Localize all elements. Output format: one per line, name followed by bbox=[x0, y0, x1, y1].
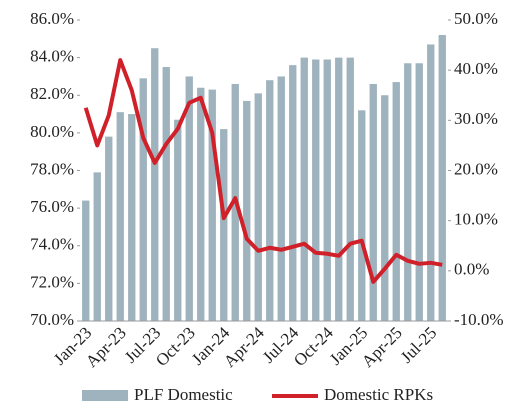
x-tick-label: Oct-24 bbox=[290, 323, 337, 370]
bar bbox=[300, 57, 308, 321]
bar bbox=[381, 95, 389, 321]
bar bbox=[404, 63, 412, 322]
y-tick-label: 76.0% bbox=[30, 197, 74, 216]
bar bbox=[266, 80, 274, 321]
bar bbox=[312, 59, 320, 321]
y2-tick-label: 50.0% bbox=[454, 9, 498, 28]
y-tick-label: 78.0% bbox=[30, 159, 74, 178]
y2-tick-label: 20.0% bbox=[454, 159, 498, 178]
bar bbox=[197, 87, 205, 321]
y-tick-label: 72.0% bbox=[30, 272, 74, 291]
y2-tick-label: 40.0% bbox=[454, 59, 498, 78]
bar bbox=[346, 57, 354, 321]
bar bbox=[323, 59, 331, 321]
bar bbox=[128, 114, 136, 321]
bar bbox=[185, 76, 193, 321]
legend-swatch bbox=[82, 390, 128, 401]
bar bbox=[438, 35, 446, 322]
bar bbox=[392, 82, 400, 321]
x-tick-label: Jul-25 bbox=[397, 323, 440, 366]
bar bbox=[427, 44, 435, 322]
line bbox=[83, 58, 443, 284]
y-tick-label: 84.0% bbox=[30, 47, 74, 66]
bar bbox=[208, 89, 216, 321]
x-tick-label: Apr-24 bbox=[220, 323, 268, 371]
y-tick-label: 86.0% bbox=[30, 9, 74, 28]
bar bbox=[174, 119, 182, 321]
y2-tick-label: 0.0% bbox=[454, 260, 489, 279]
y-tick-label: 80.0% bbox=[30, 122, 74, 141]
legend-label: PLF Domestic bbox=[134, 385, 233, 404]
bar bbox=[243, 100, 251, 321]
bar bbox=[93, 172, 101, 321]
y2-tick-label: 30.0% bbox=[454, 109, 498, 128]
bar bbox=[82, 200, 90, 321]
bar bbox=[116, 112, 124, 322]
bar bbox=[277, 76, 285, 321]
bar bbox=[335, 57, 343, 321]
bar bbox=[415, 63, 423, 322]
bar bbox=[162, 67, 170, 321]
y2-tick-label: -10.0% bbox=[454, 310, 504, 329]
x-tick-label: Apr-25 bbox=[358, 323, 406, 371]
y-tick-label: 70.0% bbox=[30, 310, 74, 329]
x-tick-label: Oct-23 bbox=[152, 323, 199, 370]
bar bbox=[358, 110, 366, 321]
y-tick-label: 74.0% bbox=[30, 235, 74, 254]
y-tick-label: 82.0% bbox=[30, 84, 74, 103]
bar bbox=[151, 48, 159, 321]
y2-tick-label: 10.0% bbox=[454, 210, 498, 229]
legend-label: Domestic RPKs bbox=[324, 385, 433, 404]
bar bbox=[105, 136, 113, 321]
bar bbox=[369, 83, 377, 322]
bar bbox=[254, 93, 262, 322]
x-tick-label: Apr-23 bbox=[82, 323, 130, 371]
bar bbox=[220, 129, 228, 321]
bar bbox=[289, 65, 297, 322]
bar bbox=[139, 78, 147, 321]
